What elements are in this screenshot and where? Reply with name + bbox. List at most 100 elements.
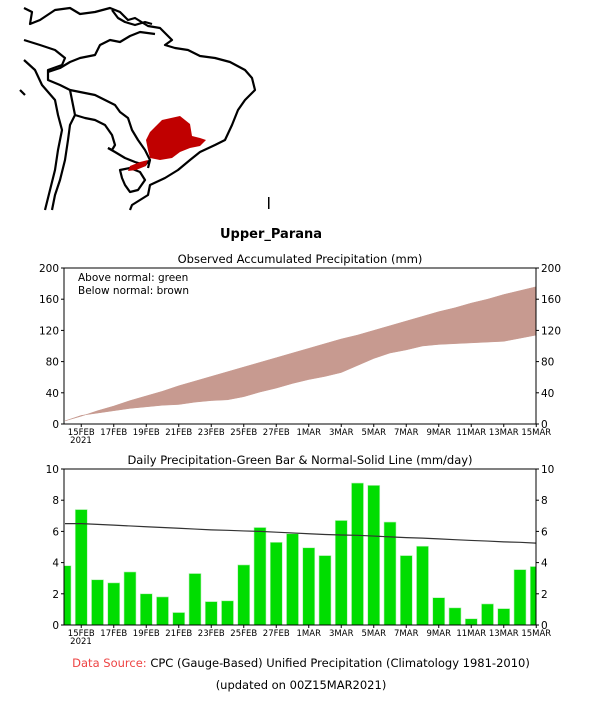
x-tick-label: 21FEB — [165, 428, 192, 438]
x-tick-label: 5MAR — [362, 428, 387, 438]
precip-bar — [221, 600, 234, 626]
x-tick-label: 15FEB — [68, 428, 95, 438]
x-tick-label: 11MAR — [456, 629, 486, 639]
x-tick-label: 7MAR — [394, 629, 419, 639]
x-tick-label: 27FEB — [263, 428, 290, 438]
x-tick-label: 11MAR — [456, 428, 486, 438]
y-tick-label-left: 200 — [39, 263, 59, 275]
y-tick-label-left: 40 — [46, 388, 59, 400]
x-tick-label: 3MAR — [329, 629, 354, 639]
y-tick-label-right: 120 — [541, 325, 561, 337]
map-coastline — [23, 6, 257, 211]
precip-bar — [188, 573, 202, 626]
updated-line: (updated on 00Z15MAR2021) — [215, 678, 387, 692]
precip-bar — [139, 593, 153, 626]
chart2-title: Daily Precipitation-Green Bar & Normal-S… — [127, 453, 472, 467]
x-tick-label: 17FEB — [100, 629, 127, 639]
precip-bar — [172, 612, 186, 626]
region-map — [19, 6, 270, 211]
x-tick-label: 5MAR — [362, 629, 387, 639]
map-border — [74, 113, 117, 152]
precip-bar — [123, 571, 137, 626]
accumulated-chart: Observed Accumulated Precipitation (mm) … — [39, 252, 561, 446]
x-tick-label: 15MAR — [521, 629, 551, 639]
y-tick-label-left: 80 — [46, 357, 59, 369]
chart1-year-label: 2021 — [70, 436, 92, 446]
daily-chart: Daily Precipitation-Green Bar & Normal-S… — [46, 453, 555, 647]
chart1-legend-below: Below normal: brown — [78, 285, 189, 297]
x-tick-label: 17FEB — [100, 428, 127, 438]
precip-bar — [237, 564, 251, 626]
normal-accum-line — [64, 286, 537, 422]
x-tick-label: 25FEB — [230, 629, 257, 639]
chart1-title: Observed Accumulated Precipitation (mm) — [178, 252, 423, 266]
y-tick-label-left: 0 — [52, 620, 59, 632]
precip-bar — [367, 485, 381, 626]
data-source-label: Data Source: — [72, 656, 147, 670]
x-tick-label: 25FEB — [230, 428, 257, 438]
x-tick-label: 3MAR — [329, 428, 354, 438]
y-tick-label-left: 120 — [39, 325, 59, 337]
y-tick-label-right: 200 — [541, 263, 561, 275]
x-tick-label: 15FEB — [68, 629, 95, 639]
x-tick-label: 1MAR — [297, 428, 322, 438]
chart2-frame — [63, 468, 537, 626]
x-tick-label: 27FEB — [263, 629, 290, 639]
y-tick-label-right: 4 — [541, 558, 548, 570]
y-tick-label-right: 10 — [541, 464, 554, 476]
precip-bar — [91, 579, 104, 626]
precip-bar — [302, 547, 316, 626]
x-tick-label: 9MAR — [427, 629, 452, 639]
y-tick-label-left: 4 — [52, 558, 59, 570]
below-normal-area — [65, 286, 537, 421]
y-tick-label-right: 2 — [541, 589, 548, 601]
highlighted-basin — [146, 116, 206, 160]
precip-bar — [286, 533, 299, 626]
map-border — [111, 9, 153, 27]
y-tick-label-left: 2 — [52, 589, 59, 601]
x-tick-label: 13MAR — [489, 629, 519, 639]
charts: Upper_Parana Observed Accumulated Precip… — [39, 227, 561, 647]
precip-bar — [529, 566, 537, 626]
precip-bar — [253, 527, 267, 626]
x-tick-label: 19FEB — [133, 428, 160, 438]
y-tick-label-left: 6 — [52, 526, 59, 538]
precip-bar — [318, 555, 332, 626]
precip-bar — [156, 596, 169, 626]
highlighted-basin-tail — [128, 160, 148, 171]
precip-bar — [334, 520, 348, 626]
x-tick-label: 23FEB — [198, 428, 225, 438]
precip-bar — [464, 618, 478, 626]
chart1-frame — [63, 267, 537, 425]
chart1-legend-above: Above normal: green — [78, 272, 188, 284]
data-source-line: Data Source: CPC (Gauge-Based) Unified P… — [0, 656, 602, 670]
map-border — [19, 89, 26, 96]
map-border — [69, 88, 152, 169]
precip-bar — [497, 608, 511, 626]
precip-bar — [204, 601, 218, 626]
precip-bar — [74, 509, 88, 626]
y-tick-label-right: 40 — [541, 388, 554, 400]
precip-bar — [432, 597, 446, 626]
precip-bar — [416, 545, 429, 626]
precip-bar — [351, 482, 364, 626]
precip-bar — [269, 542, 283, 626]
y-tick-label-right: 8 — [541, 495, 548, 507]
x-tick-label: 9MAR — [427, 428, 452, 438]
y-tick-label-right: 6 — [541, 526, 548, 538]
y-tick-label-right: 80 — [541, 357, 554, 369]
y-tick-label-right: 0 — [541, 419, 548, 431]
normal-line — [65, 522, 537, 544]
y-tick-label-left: 10 — [46, 464, 59, 476]
map-marker — [268, 197, 270, 209]
precip-bar — [481, 603, 494, 626]
y-tick-label-left: 0 — [52, 419, 59, 431]
precip-bar — [63, 565, 72, 626]
x-tick-label: 21FEB — [165, 629, 192, 639]
data-source-text: CPC (Gauge-Based) Unified Precipitation … — [150, 656, 530, 670]
map-border — [23, 59, 64, 211]
precip-bar — [513, 569, 527, 626]
x-tick-label: 13MAR — [489, 428, 519, 438]
observed-accum-line — [64, 334, 537, 422]
precip-bar — [399, 555, 413, 626]
